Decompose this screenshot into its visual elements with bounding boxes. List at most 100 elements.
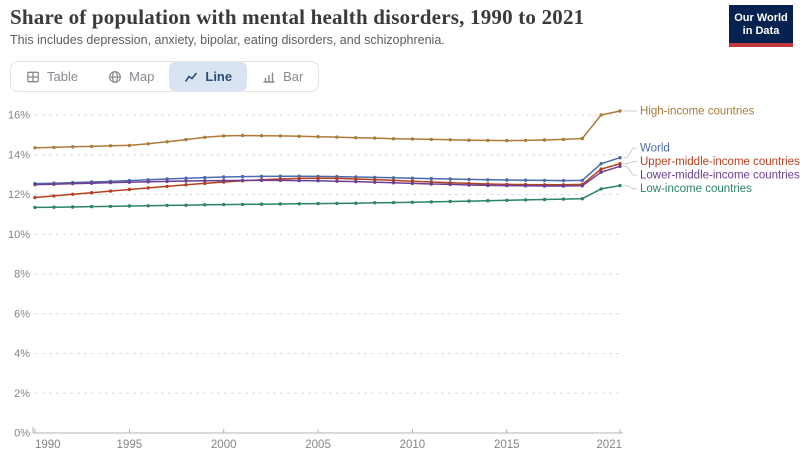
data-point-lower-middle-income-countries[interactable] (71, 181, 75, 186)
tab-map[interactable]: Map (93, 62, 169, 91)
data-point-low-income-countries[interactable] (89, 204, 94, 209)
data-point-world[interactable] (618, 156, 622, 160)
data-point-lower-middle-income-countries[interactable] (165, 179, 169, 184)
data-point-high-income-countries[interactable] (523, 138, 528, 143)
data-point-low-income-countries[interactable] (561, 197, 566, 201)
data-point-low-income-countries[interactable] (373, 201, 377, 205)
data-point-lower-middle-income-countries[interactable] (127, 180, 132, 184)
data-point-high-income-countries[interactable] (278, 134, 282, 138)
data-point-lower-middle-income-countries[interactable] (89, 181, 94, 185)
data-point-upper-middle-income-countries[interactable] (618, 162, 622, 166)
series-line-world[interactable] (34, 156, 621, 185)
data-point-lower-middle-income-countries[interactable] (486, 183, 490, 188)
data-point-low-income-countries[interactable] (335, 201, 339, 206)
data-point-upper-middle-income-countries[interactable] (52, 194, 56, 198)
data-point-high-income-countries[interactable] (505, 138, 509, 143)
data-point-low-income-countries[interactable] (259, 202, 264, 206)
data-point-lower-middle-income-countries[interactable] (505, 183, 509, 188)
data-point-lower-middle-income-countries[interactable] (108, 180, 113, 185)
data-point-lower-middle-income-countries[interactable] (599, 170, 603, 174)
data-point-low-income-countries[interactable] (146, 204, 150, 208)
data-point-lower-middle-income-countries[interactable] (373, 180, 377, 184)
data-point-high-income-countries[interactable] (203, 135, 207, 139)
data-point-lower-middle-income-countries[interactable] (467, 183, 471, 187)
data-point-high-income-countries[interactable] (561, 137, 566, 142)
data-point-upper-middle-income-countries[interactable] (146, 186, 150, 190)
data-point-high-income-countries[interactable] (165, 140, 169, 144)
data-point-world[interactable] (391, 176, 396, 180)
data-point-low-income-countries[interactable] (316, 201, 320, 206)
tab-table[interactable]: Table (11, 62, 93, 91)
legend-label-lower-middle-income-countries[interactable]: Lower-middle-income countries (640, 170, 800, 182)
data-point-high-income-countries[interactable] (146, 142, 150, 146)
data-point-world[interactable] (203, 175, 207, 180)
data-point-high-income-countries[interactable] (448, 138, 452, 142)
data-point-world[interactable] (165, 177, 169, 181)
data-point-high-income-countries[interactable] (618, 109, 622, 113)
data-point-low-income-countries[interactable] (52, 205, 56, 209)
data-point-high-income-countries[interactable] (467, 138, 471, 142)
data-point-high-income-countries[interactable] (184, 137, 188, 142)
data-point-high-income-countries[interactable] (71, 145, 75, 149)
data-point-world[interactable] (486, 178, 490, 182)
data-point-world[interactable] (561, 178, 566, 183)
legend-label-high-income-countries[interactable]: High-income countries (640, 106, 755, 118)
data-point-lower-middle-income-countries[interactable] (354, 179, 358, 184)
data-point-low-income-countries[interactable] (429, 200, 433, 204)
data-point-world[interactable] (429, 176, 433, 181)
data-point-lower-middle-income-countries[interactable] (335, 179, 339, 183)
data-point-low-income-countries[interactable] (127, 204, 132, 208)
data-point-low-income-countries[interactable] (278, 202, 282, 206)
data-point-upper-middle-income-countries[interactable] (373, 177, 377, 182)
data-point-lower-middle-income-countries[interactable] (52, 182, 56, 186)
data-point-low-income-countries[interactable] (467, 199, 471, 203)
data-point-low-income-countries[interactable] (505, 198, 509, 202)
data-point-upper-middle-income-countries[interactable] (316, 176, 320, 180)
data-point-world[interactable] (448, 177, 452, 181)
data-point-low-income-countries[interactable] (184, 203, 188, 207)
data-point-low-income-countries[interactable] (391, 200, 396, 205)
data-point-lower-middle-income-countries[interactable] (297, 178, 301, 183)
data-point-low-income-countries[interactable] (71, 205, 75, 209)
data-point-low-income-countries[interactable] (33, 205, 37, 210)
data-point-high-income-countries[interactable] (240, 133, 245, 138)
data-point-lower-middle-income-countries[interactable] (278, 178, 282, 183)
data-point-lower-middle-income-countries[interactable] (259, 178, 264, 183)
legend-label-upper-middle-income-countries[interactable]: Upper-middle-income countries (640, 156, 800, 168)
data-point-low-income-countries[interactable] (580, 197, 584, 201)
data-point-lower-middle-income-countries[interactable] (240, 178, 245, 183)
data-point-lower-middle-income-countries[interactable] (561, 184, 566, 188)
data-point-lower-middle-income-countries[interactable] (316, 179, 320, 183)
data-point-lower-middle-income-countries[interactable] (429, 182, 433, 186)
data-point-lower-middle-income-countries[interactable] (410, 181, 415, 186)
data-point-lower-middle-income-countries[interactable] (523, 184, 528, 188)
data-point-low-income-countries[interactable] (108, 204, 113, 209)
data-point-high-income-countries[interactable] (222, 134, 226, 138)
data-point-world[interactable] (599, 162, 603, 166)
data-point-high-income-countries[interactable] (599, 113, 603, 117)
data-point-upper-middle-income-countries[interactable] (599, 167, 603, 171)
data-point-low-income-countries[interactable] (486, 199, 490, 203)
data-point-high-income-countries[interactable] (108, 144, 113, 148)
data-point-lower-middle-income-countries[interactable] (542, 184, 547, 188)
data-point-high-income-countries[interactable] (580, 136, 584, 141)
line-chart-canvas[interactable]: 0% 2% 4% 6% 8% 10% 12% 14% 16% 1990 1995 2000 2005 20… (0, 96, 800, 465)
data-point-lower-middle-income-countries[interactable] (33, 182, 37, 187)
data-point-world[interactable] (259, 174, 264, 179)
series-line-upper-middle-income-countries[interactable] (34, 162, 621, 199)
data-point-high-income-countries[interactable] (542, 138, 547, 142)
data-point-upper-middle-income-countries[interactable] (33, 195, 37, 200)
series-line-low-income-countries[interactable] (34, 184, 621, 209)
data-point-world[interactable] (467, 177, 471, 182)
data-point-high-income-countries[interactable] (127, 143, 132, 148)
series-line-high-income-countries[interactable] (34, 110, 621, 149)
tab-bar[interactable]: Bar (247, 62, 318, 91)
data-point-world[interactable] (523, 178, 528, 182)
data-point-lower-middle-income-countries[interactable] (146, 180, 150, 184)
series-line-lower-middle-income-countries[interactable] (34, 165, 621, 187)
data-point-low-income-countries[interactable] (523, 198, 528, 202)
data-point-lower-middle-income-countries[interactable] (222, 178, 226, 183)
data-point-lower-middle-income-countries[interactable] (448, 182, 452, 187)
data-point-high-income-countries[interactable] (89, 144, 94, 149)
data-point-upper-middle-income-countries[interactable] (127, 187, 132, 192)
